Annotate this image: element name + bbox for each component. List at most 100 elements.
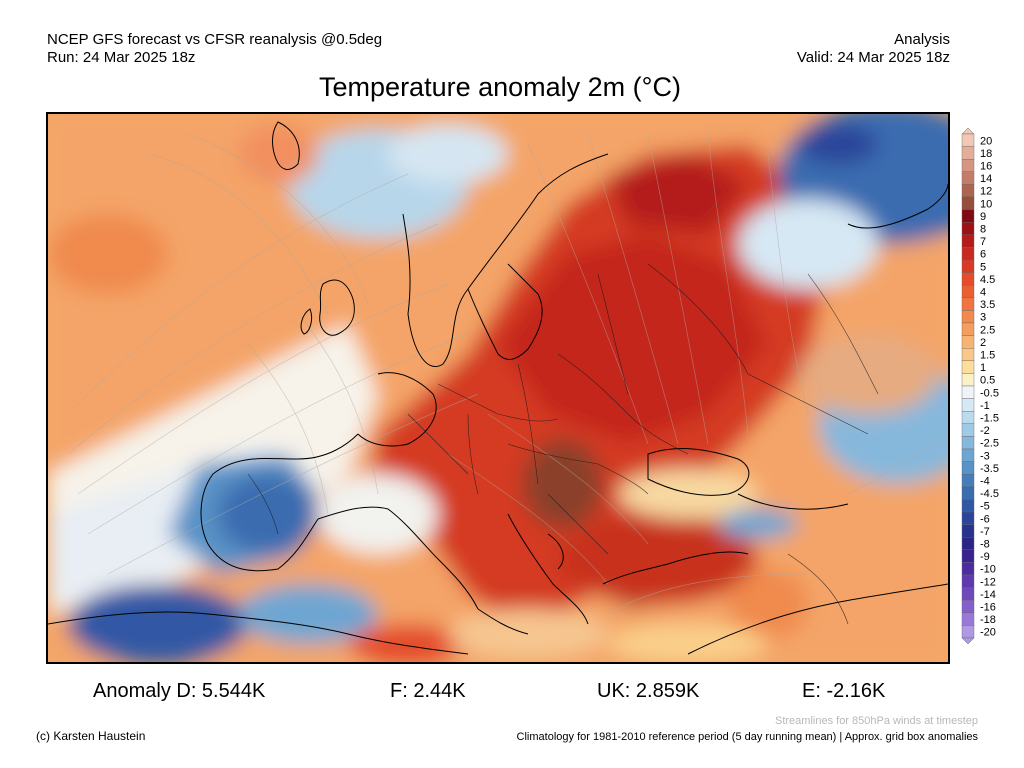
header-right: Analysis Valid: 24 Mar 2025 18z [797,31,950,67]
colorbar-swatch [961,499,975,513]
colorbar-label: -0.5 [980,387,999,399]
colorbar-swatch [961,335,975,349]
colorbar-swatch [961,272,975,286]
colorbar-swatch [961,171,975,185]
anomaly-spain: E: -2.16K [802,680,886,702]
colorbar-swatch [961,411,975,425]
colorbar-label: 3.5 [980,299,995,311]
colorbar-label: 2 [980,337,986,349]
colorbar-swatch [961,385,975,399]
anomaly-field [48,114,948,662]
colorbar-label: 1.5 [980,350,995,362]
header-left: NCEP GFS forecast vs CFSR reanalysis @0.… [47,31,382,67]
colorbar-swatch [961,549,975,563]
anomaly-map [46,112,950,664]
colorbar-label: -14 [980,589,996,601]
colorbar-label: 10 [980,198,992,210]
run-time: Run: 24 Mar 2025 18z [47,49,196,66]
colorbar-label: 7 [980,236,986,248]
colorbar-label: 3 [980,312,986,324]
colorbar-label: 0.5 [980,375,995,387]
colorbar-swatch [961,587,975,601]
colorbar-label: 2.5 [980,324,995,336]
colorbar-min-arrow [961,637,975,645]
colorbar-swatch [961,600,975,614]
colorbar-swatch [961,310,975,324]
colorbar-swatch [961,184,975,198]
colorbar-label: -9 [980,551,990,563]
colorbar-swatch [961,486,975,500]
colorbar-label: 16 [980,161,992,173]
colorbar-swatch [961,284,975,298]
colorbar-swatch [961,259,975,273]
colorbar-label: -1 [980,400,990,412]
colorbar-swatch [961,625,975,639]
coastlines [48,121,948,655]
colorbar-label: 6 [980,249,986,261]
colorbar-label: -18 [980,614,996,626]
colorbar-swatch [961,297,975,311]
colorbar-label: 4 [980,287,986,299]
climatology-note: Climatology for 1981-2010 reference peri… [516,731,978,743]
colorbar-swatch [961,196,975,210]
colorbar-label: -1.5 [980,413,999,425]
colorbar-swatch [961,537,975,551]
colorbar-label: -3.5 [980,463,999,475]
colorbar: 201816141210987654.543.532.521.510.5-0.5… [961,128,999,645]
colorbar-swatch [961,524,975,538]
colorbar-label: 12 [980,186,992,198]
colorbar-swatch [961,436,975,450]
anomaly-france: F: 2.44K [390,680,466,702]
colorbar-swatch [961,574,975,588]
colorbar-label: -8 [980,539,990,551]
colorbar-swatch [961,209,975,223]
author-credit: (c) Karsten Haustein [36,729,146,743]
colorbar-label: -16 [980,602,996,614]
colorbar-swatch [961,146,975,160]
colorbar-swatch [961,562,975,576]
colorbar-label: 18 [980,148,992,160]
colorbar-label: 8 [980,224,986,236]
colorbar-swatch [961,322,975,336]
colorbar-swatch [961,612,975,626]
country-borders [247,263,879,625]
colorbar-swatch [961,448,975,462]
colorbar-swatch [961,373,975,387]
colorbar-swatch [961,221,975,235]
colorbar-swatch [961,360,975,374]
colorbar-label: -5 [980,501,990,513]
colorbar-label: -6 [980,513,990,525]
anomaly-germany: Anomaly D: 5.544K [93,680,266,702]
colorbar-swatch [961,398,975,412]
map-title: Temperature anomaly 2m (°C) [319,72,681,102]
colorbar-label: -2.5 [980,438,999,450]
anomaly-uk: UK: 2.859K [597,680,700,702]
colorbar-swatch [961,474,975,488]
colorbar-label: 14 [980,173,992,185]
colorbar-swatch [961,461,975,475]
colorbar-label: 1 [980,362,986,374]
streamlines-note: Streamlines for 850hPa winds at timestep [775,715,978,727]
colorbar-label: 20 [980,135,992,147]
colorbar-swatch [961,159,975,173]
colorbar-swatch [961,234,975,248]
colorbar-swatch [961,511,975,525]
colorbar-max-arrow [961,128,975,135]
colorbar-swatch [961,347,975,361]
colorbar-label: -2 [980,425,990,437]
colorbar-label: -4.5 [980,488,999,500]
colorbar-label: -7 [980,526,990,538]
colorbar-label: -12 [980,576,996,588]
colorbar-label: 4.5 [980,274,995,286]
colorbar-swatch [961,247,975,261]
colorbar-label: -10 [980,564,996,576]
streamlines [67,133,948,615]
colorbar-swatch [961,423,975,437]
colorbar-swatch [961,133,975,147]
colorbar-label: 9 [980,211,986,223]
model-description: NCEP GFS forecast vs CFSR reanalysis @0.… [47,31,383,48]
colorbar-label: -3 [980,450,990,462]
analysis-label: Analysis [894,31,950,48]
colorbar-label: 5 [980,261,986,273]
colorbar-label: -20 [980,627,996,639]
